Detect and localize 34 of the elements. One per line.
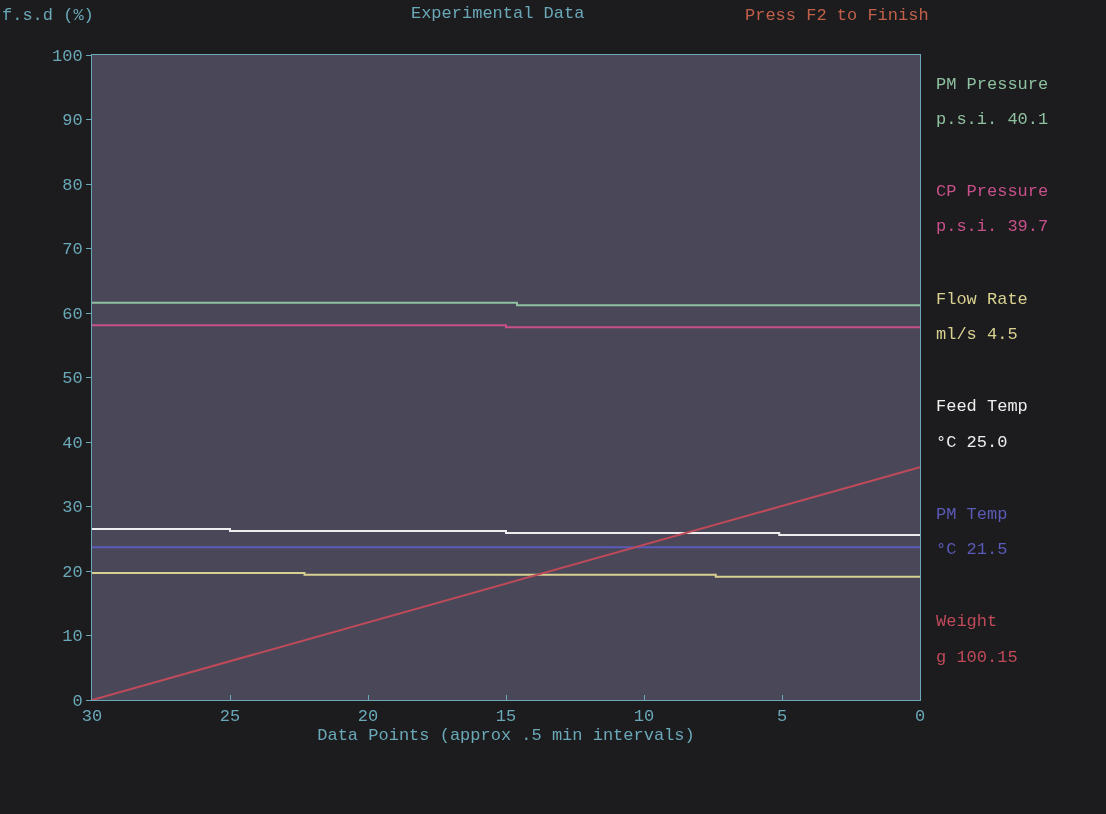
text: PM Pressure <box>936 75 1049 94</box>
text: p.s.i. 40.1 <box>936 110 1049 129</box>
y-tick-label: 20 <box>62 562 83 582</box>
text: p.s.i. 39.7 <box>936 217 1049 236</box>
text: g 100.15 <box>936 648 1018 667</box>
y-tick-label: 90 <box>62 111 83 131</box>
text: CP Pressure <box>936 182 1049 201</box>
text: Press F2 to Finish <box>745 6 929 25</box>
x-tick-label: 25 <box>219 707 241 727</box>
x-tick-label: 5 <box>776 707 788 727</box>
y-tick-label: 70 <box>62 240 83 260</box>
y-tick-label: 40 <box>62 433 83 453</box>
x-tick-label: 10 <box>633 707 655 727</box>
y-axis-title: f.s.d (%) <box>2 6 94 25</box>
x-axis-title: Data Points (approx .5 min intervals) <box>317 726 695 746</box>
y-tick-label: 100 <box>51 46 83 66</box>
y-tick-label: 10 <box>62 627 83 647</box>
y-tick-label: 50 <box>62 369 83 389</box>
text: ml/s 4.5 <box>936 325 1018 344</box>
text: Weight <box>936 612 998 631</box>
text: Flow Rate <box>936 290 1028 309</box>
x-tick-label: 0 <box>914 707 926 727</box>
text: °C 25.0 <box>936 433 1008 452</box>
x-tick-label: 15 <box>495 707 517 727</box>
y-tick-label: 80 <box>62 175 83 195</box>
series-label: PM Temp <box>936 505 1008 524</box>
y-tick-label: 0 <box>72 691 83 711</box>
x-tick-label: 20 <box>357 707 379 727</box>
y-tick-label: 60 <box>62 304 83 324</box>
chart-title: Experimental Data <box>410 3 585 23</box>
y-tick-label: 30 <box>62 498 83 518</box>
x-tick-label: 30 <box>81 707 103 727</box>
text: °C 21.5 <box>936 540 1008 559</box>
text: Feed Temp <box>936 397 1028 416</box>
